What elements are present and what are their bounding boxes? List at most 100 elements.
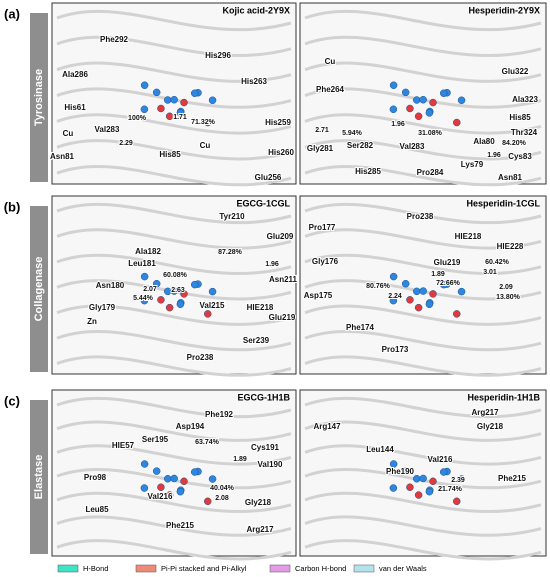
ligand-atom [457,475,466,483]
legend-label: van der Waals [379,564,427,573]
ribbon [304,355,542,377]
ligand-atom [190,89,199,98]
ribbon [56,35,292,57]
residue-label: Arg217 [471,408,499,417]
interaction-value: 1.96 [487,152,501,159]
residue-label: Gly218 [477,422,504,431]
residue-label: Pro284 [417,168,444,177]
interaction-value: 1.96 [265,261,279,268]
image-title: Hesperidin-2Y9X [468,5,540,15]
residue-label: Glu219 [434,258,461,267]
ligand-atom [140,296,149,305]
ribbon [56,165,292,187]
ribbon [56,515,292,537]
image-frame [51,195,297,375]
residue-label: HIE228 [497,242,524,251]
ribbon [304,491,542,513]
residue-label: Ala182 [135,247,161,256]
side-bar [30,206,48,372]
ligand-atom [413,287,421,296]
residue-label: Zn [87,317,97,326]
residue-label: Pro177 [309,223,336,232]
side-bar [30,400,48,554]
interaction-value: 60.42% [485,259,510,266]
residue-label: Arg217 [246,525,274,534]
residue-label: Glu256 [255,173,282,182]
residue-label: His296 [205,51,231,60]
ribbon [56,491,292,513]
residue-label: Asn81 [50,152,75,161]
residue-label: His263 [241,77,267,86]
ribbon [56,61,292,83]
ribbon [56,202,292,225]
ribbon [56,355,292,377]
ligand-atom [401,279,410,288]
ribbon [304,330,542,352]
ribbon [304,202,542,225]
ribbon [56,9,292,32]
interaction-value: 84.20% [502,140,527,147]
interaction-value: 87.28% [218,249,243,256]
residue-label: Lys79 [461,160,484,169]
ligand-atom [152,88,161,97]
side-label: Collagenase [33,257,45,322]
residue-label: Ser195 [142,435,169,444]
residue-label: Asp194 [176,422,205,431]
ligand-atom [140,81,149,89]
interaction-value: 60.08% [163,272,188,279]
ligand-atom [152,279,161,288]
legend-label: Pi-Pi stacked and Pi-Alkyl [161,564,247,573]
residue-label: Cys83 [508,152,532,161]
ribbon [304,165,542,187]
residue-label: Val283 [400,142,425,151]
ligand-atom [180,477,188,486]
ribbon [304,113,542,135]
residue-label: HIE57 [112,441,135,450]
ligand-atom [414,112,423,121]
ribbon [304,35,542,57]
ligand-atom [140,484,149,492]
residue-label: Leu181 [128,259,156,268]
residue-label: Pro238 [187,353,214,362]
ligand-atom [204,118,212,127]
image-title: Hesperidin-1H1B [467,392,540,402]
side-label: Elastase [33,455,45,500]
ligand-atom [425,109,434,117]
residue-label: Phe292 [100,35,129,44]
ligand-atom [165,491,174,499]
ligand-atom [180,98,188,107]
ligand-atom [389,484,398,492]
residue-label: Phe192 [205,410,234,419]
ligand-atom [429,477,437,486]
residue-label: Glu322 [502,67,529,76]
interaction-value: 2.71 [315,127,329,134]
ligand-atom [401,88,410,97]
ligand-atom [389,105,398,114]
residue-label: Cu [325,57,336,66]
ligand-atom [152,467,161,475]
image-title: Hesperidin-1CGL [466,198,540,208]
residue-label: Asp175 [304,291,333,300]
ligand-atom [140,460,149,468]
residue-label: Glu219 [269,313,296,322]
image-title: Kojic acid-2Y9X [222,5,290,15]
ligand-atom [389,81,398,89]
interaction-value: 5.94% [342,130,363,137]
ligand-atom [389,460,398,468]
ligand-atom [165,303,174,312]
residue-label: Ala286 [62,70,88,79]
residue-label: Ser239 [243,336,270,345]
ligand-atom [208,96,217,105]
interaction-value: 100% [128,115,147,122]
residue-label: Pro173 [382,345,409,354]
residue-label: Val216 [148,492,173,501]
residue-label: Phe174 [346,323,375,332]
ligand-atom [419,95,427,104]
panel-label: (b) [4,199,21,214]
ligand-atom [208,475,217,483]
residue-label: His85 [509,113,531,122]
interaction-value: 2.39 [451,477,465,484]
interaction-value: 1.89 [431,271,445,278]
ligand-atom [164,96,172,104]
